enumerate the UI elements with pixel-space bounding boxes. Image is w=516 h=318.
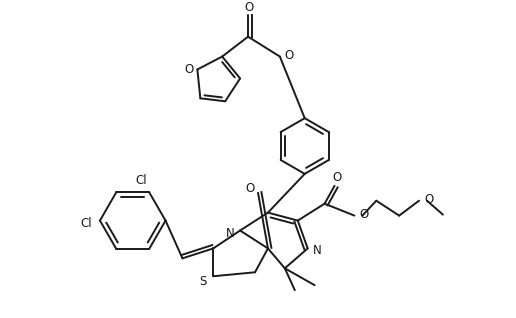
Text: O: O <box>332 171 341 184</box>
Text: Cl: Cl <box>80 217 92 230</box>
Text: S: S <box>200 275 207 288</box>
Text: O: O <box>185 63 194 76</box>
Text: Cl: Cl <box>136 174 147 187</box>
Text: O: O <box>424 193 433 206</box>
Text: O: O <box>285 49 294 62</box>
Text: N: N <box>313 244 322 257</box>
Text: N: N <box>226 227 235 240</box>
Text: O: O <box>245 1 254 14</box>
Text: O: O <box>246 182 255 195</box>
Text: O: O <box>360 208 368 221</box>
